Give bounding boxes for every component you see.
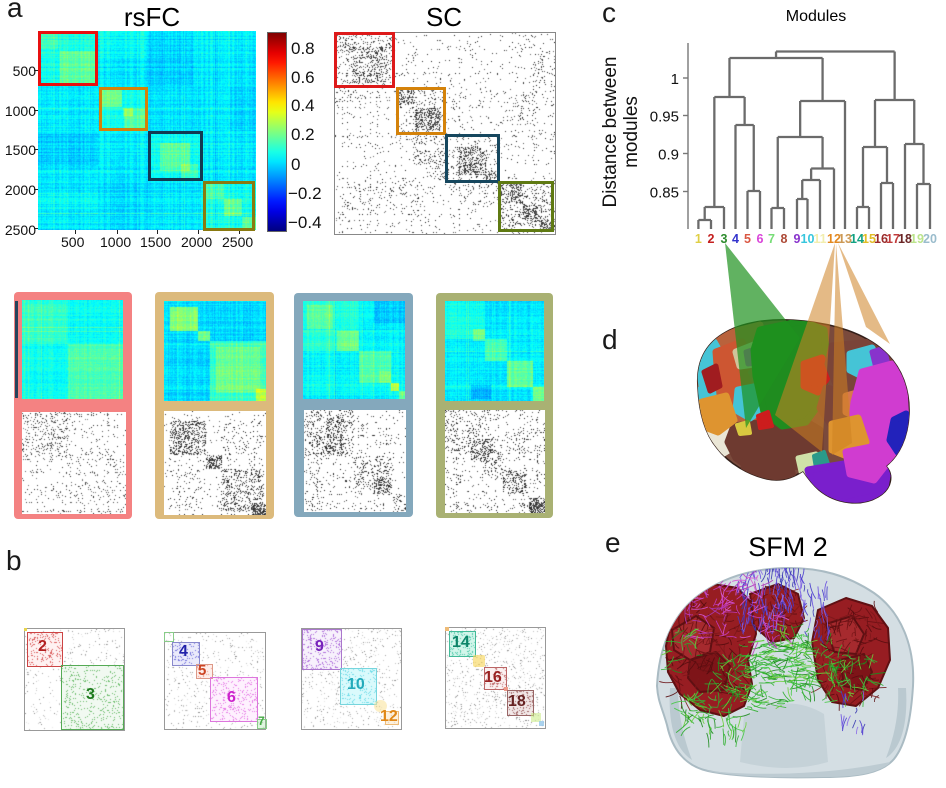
svg-text:12: 12 — [827, 232, 841, 246]
svg-text:10: 10 — [801, 232, 815, 246]
svg-text:5: 5 — [744, 232, 751, 246]
svg-text:0.95: 0.95 — [650, 109, 679, 126]
svg-text:7: 7 — [768, 232, 775, 246]
svg-text:13: 13 — [838, 232, 852, 246]
svg-text:1: 1 — [695, 232, 702, 246]
svg-text:0.85: 0.85 — [650, 185, 679, 202]
svg-text:8: 8 — [781, 232, 788, 246]
svg-text:2: 2 — [708, 232, 715, 246]
svg-text:19: 19 — [910, 232, 924, 246]
svg-text:1: 1 — [671, 71, 679, 88]
svg-text:17: 17 — [886, 232, 900, 246]
svg-text:3: 3 — [721, 232, 728, 246]
svg-text:16: 16 — [874, 232, 888, 246]
svg-text:11: 11 — [813, 232, 826, 246]
svg-text:4: 4 — [732, 232, 739, 246]
svg-text:20: 20 — [923, 232, 937, 246]
svg-text:0.9: 0.9 — [658, 147, 679, 164]
svg-text:14: 14 — [850, 232, 864, 246]
svg-text:6: 6 — [757, 232, 764, 246]
svg-text:18: 18 — [898, 232, 912, 246]
svg-text:9: 9 — [794, 232, 801, 246]
svg-text:15: 15 — [862, 232, 876, 246]
